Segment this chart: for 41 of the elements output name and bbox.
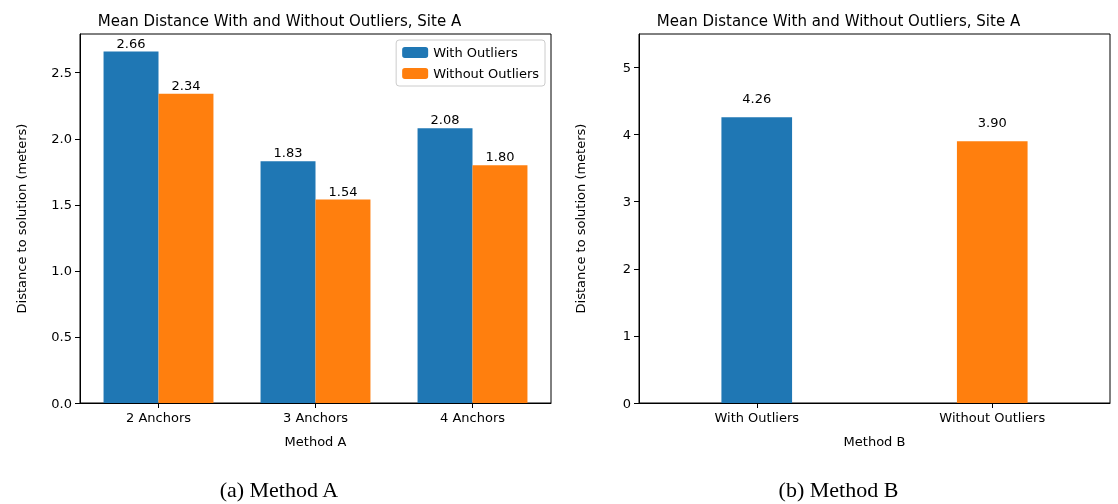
y-tick-label: 2.0 xyxy=(51,131,72,147)
data-label: 2.34 xyxy=(171,77,201,93)
data-label: 2.66 xyxy=(116,35,146,51)
bar xyxy=(472,165,528,403)
y-axis-title: Distance to solution (meters) xyxy=(573,123,588,314)
data-label: 1.80 xyxy=(485,149,515,165)
x-tick-label: 3 Anchors xyxy=(283,410,349,425)
bar xyxy=(260,161,316,403)
y-tick-label: 3 xyxy=(622,194,631,210)
y-axis-title: Distance to solution (meters) xyxy=(14,123,29,314)
bar xyxy=(103,51,159,403)
y-tick-label: 1 xyxy=(622,328,631,344)
data-label: 4.26 xyxy=(742,91,772,107)
x-axis-title: Method A xyxy=(284,434,347,449)
x-tick-label: 2 Anchors xyxy=(126,410,192,425)
y-tick-label: 5 xyxy=(622,60,631,76)
chart-title: Mean Distance With and Without Outliers, Site A xyxy=(656,11,1021,30)
chart-title: Mean Distance With and Without Outliers, Site A xyxy=(97,11,462,30)
x-tick-label: 4 Anchors xyxy=(440,410,506,425)
y-tick-label: 1.0 xyxy=(51,263,72,279)
text: (b) Method B xyxy=(778,476,899,502)
legend-label: With Outliers xyxy=(433,45,518,60)
y-tick-label: 0.5 xyxy=(51,329,72,345)
x-tick-label: With Outliers xyxy=(714,410,800,425)
legend-label: Without Outliers xyxy=(433,66,540,81)
y-tick-label: 1.5 xyxy=(51,197,72,213)
x-tick-label: Without Outliers xyxy=(939,410,1046,425)
data-label: 2.08 xyxy=(430,112,460,128)
bar xyxy=(158,93,214,403)
data-label: 1.54 xyxy=(328,183,358,199)
data-label: 1.83 xyxy=(273,145,303,161)
x-axis-title: Method B xyxy=(843,434,906,449)
y-tick-label: 2.5 xyxy=(51,65,72,81)
bar xyxy=(417,128,473,403)
data-label: 3.90 xyxy=(977,115,1007,131)
y-tick-label: 2 xyxy=(622,261,631,277)
bar xyxy=(315,199,371,403)
text: (a) Method A xyxy=(219,476,339,502)
y-tick-label: 0 xyxy=(622,395,631,411)
y-tick-label: 0.0 xyxy=(51,395,72,411)
y-tick-label: 4 xyxy=(622,127,631,143)
